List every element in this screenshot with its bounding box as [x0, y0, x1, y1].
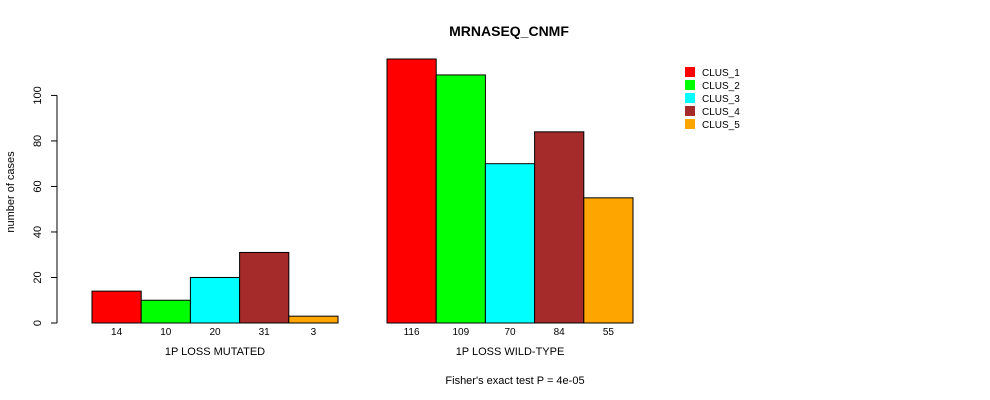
- chart-title: MRNASEQ_CNMF: [449, 23, 569, 39]
- bar-clus-4: [239, 251, 290, 324]
- bar-clus-2: [435, 74, 486, 324]
- y-tick-label: 60: [32, 180, 44, 192]
- legend-swatch: [685, 67, 695, 77]
- value-label: 20: [209, 327, 221, 338]
- bar-clus-2: [140, 299, 191, 324]
- bar-clus-3: [484, 163, 536, 324]
- group-label: 1P LOSS WILD-TYPE: [456, 346, 565, 358]
- bar-clus-5: [583, 197, 634, 324]
- value-label: 70: [504, 327, 516, 338]
- legend-swatch: [685, 106, 695, 116]
- y-tick-label: 20: [32, 271, 44, 283]
- bar-clus-1: [386, 58, 437, 324]
- group-labels: 1P LOSS MUTATED 1P LOSS WILD-TYPE: [165, 346, 564, 358]
- y-axis-label: number of cases: [5, 151, 17, 233]
- y-tick-label: 0: [32, 320, 44, 326]
- bar-clus-5: [288, 315, 339, 324]
- value-label: 3: [311, 327, 317, 338]
- legend-label: CLUS_1: [702, 68, 740, 79]
- legend-label: CLUS_3: [702, 94, 740, 105]
- group-label: 1P LOSS MUTATED: [165, 346, 265, 358]
- value-label: 55: [603, 327, 615, 338]
- bar-clus-1: [91, 290, 142, 324]
- legend: CLUS_1 CLUS_2 CLUS_3 CLUS_4 CLUS_5: [685, 67, 740, 131]
- y-tick-label: 100: [32, 86, 44, 104]
- value-label: 14: [111, 327, 123, 338]
- value-label: 116: [404, 327, 420, 338]
- legend-swatch: [685, 93, 695, 103]
- value-label: 84: [554, 327, 566, 338]
- legend-label: CLUS_4: [702, 107, 740, 118]
- bar-clus-3: [189, 276, 241, 324]
- legend-swatch: [685, 119, 695, 129]
- footnote: Fisher's exact test P = 4e-05: [445, 375, 584, 387]
- value-label: 10: [160, 327, 172, 338]
- y-tick-label: 40: [32, 226, 44, 238]
- value-labels: 14 10 20 31 3 116 109 70 84 55: [111, 327, 614, 338]
- legend-swatch: [685, 80, 695, 90]
- y-tick-label: 80: [32, 135, 44, 147]
- bars: [91, 58, 634, 324]
- legend-label: CLUS_5: [702, 120, 740, 131]
- bar-clus-4: [534, 131, 585, 324]
- value-label: 109: [452, 327, 469, 338]
- y-axis: 0 20 40 60 80 100: [32, 86, 58, 326]
- legend-label: CLUS_2: [702, 81, 740, 92]
- value-label: 31: [259, 327, 271, 338]
